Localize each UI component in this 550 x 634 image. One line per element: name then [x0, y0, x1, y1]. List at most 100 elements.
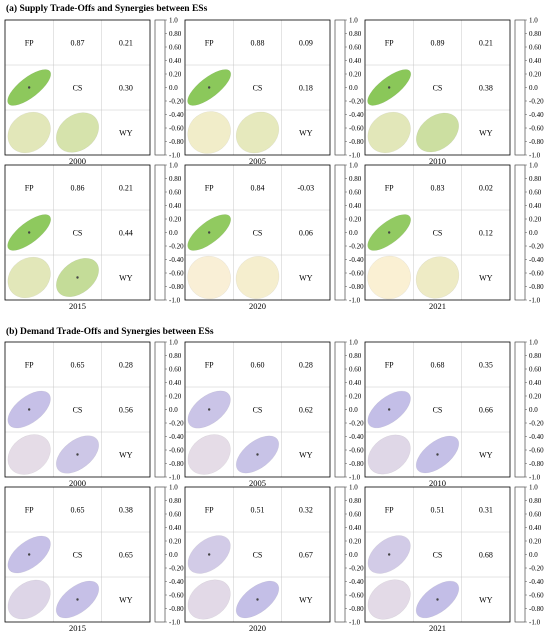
colorbar-tick-label: 0.20	[349, 538, 362, 546]
correlation-value-fp_cs: 0.84	[251, 184, 265, 193]
colorbar-tick-label: 0.40	[529, 379, 542, 387]
colorbar-tick-label: -1.0	[529, 152, 541, 160]
colorbar-tick-label: -0.80	[529, 283, 544, 291]
variable-label-wy: WY	[299, 129, 313, 138]
correlation-value-cs_wy: 0.12	[479, 229, 493, 238]
colorbar-tick-label: 0.40	[349, 524, 362, 532]
colorbar-frame	[154, 341, 166, 478]
colorbar-tick-label: -0.60	[529, 270, 544, 278]
colorbar-tick-label: 0.60	[349, 366, 362, 374]
variable-label-fp: FP	[205, 361, 214, 370]
colorbar-tick-label: 0.60	[529, 511, 542, 519]
colorbar-tick-label: 0.20	[169, 216, 182, 224]
correlation-value-fp_wy: 0.28	[299, 361, 313, 370]
colorbar	[154, 164, 166, 301]
panel-border	[364, 164, 511, 301]
correlation-value-fp_wy: 0.21	[119, 184, 133, 193]
significance-dot	[207, 408, 211, 411]
variable-label-cs: CS	[433, 229, 443, 238]
colorbar-tick-label: -0.20	[349, 420, 364, 428]
colorbar-tick-label: 1.0	[529, 162, 538, 170]
variable-label-fp: FP	[385, 39, 394, 48]
correlation-value-fp_wy: 0.02	[479, 184, 493, 193]
correlation-value-fp_wy: 0.28	[119, 361, 133, 370]
colorbar-tick-label: 0.20	[529, 538, 542, 546]
colorbar-tick-label: -0.40	[349, 256, 364, 264]
correlation-value-fp_cs: 0.86	[71, 184, 85, 193]
colorbar-tick-label: -1.0	[529, 619, 541, 627]
colorbar-tick-label: 1.0	[169, 17, 178, 25]
variable-label-cs: CS	[433, 406, 443, 415]
colorbar-tick-label: -0.80	[349, 138, 364, 146]
variable-label-fp: FP	[25, 361, 34, 370]
colorbar-tick-label: -1.0	[169, 474, 181, 482]
colorbar	[154, 19, 166, 156]
colorbar	[514, 164, 526, 301]
colorbar-tick-label: -0.60	[349, 592, 364, 600]
correlation-value-cs_wy: 0.06	[299, 229, 313, 238]
colorbar-tick-label: -0.20	[169, 98, 184, 106]
variable-label-wy: WY	[119, 274, 133, 283]
colorbar-tick-label: 1.0	[529, 339, 538, 347]
colorbar-tick-label: -0.40	[529, 111, 544, 119]
correlation-ellipse-cs_wy	[415, 256, 460, 299]
colorbar	[514, 19, 526, 156]
correlation-value-cs_wy: 0.38	[479, 84, 493, 93]
correlation-value-fp_wy: 0.21	[479, 39, 493, 48]
matrix-panel-supply-2005: FP CS WY 0.88 0.09 0.18 2005 1.0 0.80 0.60 0.40 0.2…	[184, 17, 364, 166]
colorbar-tick-label: -0.40	[169, 256, 184, 264]
correlation-value-fp_cs: 0.51	[251, 506, 265, 515]
colorbar-tick-label: 0.80	[169, 497, 182, 505]
colorbar-tick-label: -1.0	[349, 474, 361, 482]
colorbar-frame	[154, 164, 166, 301]
correlation-value-fp_cs: 0.51	[431, 506, 445, 515]
variable-label-fp: FP	[385, 184, 394, 193]
colorbar-tick-label: -1.0	[349, 297, 361, 305]
correlation-value-cs_wy: 0.66	[479, 406, 493, 415]
variable-label-cs: CS	[73, 551, 83, 560]
panel-year-label: 2021	[429, 623, 446, 633]
colorbar-tick-label: -0.20	[529, 98, 544, 106]
colorbar-frame	[334, 19, 346, 156]
significance-dot	[207, 553, 211, 556]
colorbar-tick-label: 0.0	[169, 406, 178, 414]
colorbar	[514, 341, 526, 478]
matrix-panel-demand-2005: FP CS WY 0.60 0.28 0.62 2005 1.0 0.80 0.60 0.40 0.2…	[184, 339, 364, 488]
colorbar-tick-label: -0.60	[349, 125, 364, 133]
colorbar-tick-label: -0.80	[169, 460, 184, 468]
colorbar-frame	[154, 486, 166, 623]
variable-label-wy: WY	[299, 451, 313, 460]
correlation-value-cs_wy: 0.68	[479, 551, 493, 560]
colorbar-tick-label: 0.20	[169, 71, 182, 79]
colorbar-tick-label: -0.60	[169, 125, 184, 133]
correlation-ellipse-fp_wy	[7, 111, 51, 154]
colorbar-tick-label: -0.20	[349, 98, 364, 106]
colorbar-tick-label: 0.60	[529, 366, 542, 374]
colorbar-tick-label: 0.40	[349, 379, 362, 387]
correlation-value-cs_wy: 0.44	[119, 229, 133, 238]
colorbar-tick-label: -1.0	[169, 619, 181, 627]
correlation-ellipse-fp_wy	[7, 579, 51, 620]
variable-label-wy: WY	[479, 274, 493, 283]
colorbar-tick-label: -0.20	[169, 565, 184, 573]
colorbar-tick-label: 0.0	[169, 84, 178, 92]
colorbar-frame	[514, 19, 526, 156]
panel-border	[184, 486, 331, 623]
significance-dot	[76, 276, 79, 279]
correlation-ellipse-fp_wy	[367, 579, 411, 620]
correlation-value-cs_wy: 0.65	[119, 551, 133, 560]
correlation-value-fp_wy: 0.38	[119, 506, 133, 515]
colorbar-tick-label: -0.20	[349, 243, 364, 251]
panel-year-label: 2000	[69, 478, 86, 488]
panel-year-label: 2020	[249, 301, 266, 311]
colorbar-tick-label: 0.0	[529, 84, 538, 92]
panel-border	[364, 19, 511, 156]
colorbar-tick-label: 0.40	[169, 524, 182, 532]
colorbar-frame	[334, 341, 346, 478]
significance-dot	[27, 553, 31, 556]
colorbar	[154, 341, 166, 478]
correlation-ellipse-fp_wy	[7, 434, 51, 475]
colorbar-tick-label: -0.60	[169, 270, 184, 278]
variable-label-fp: FP	[385, 361, 394, 370]
colorbar-tick-label: -0.40	[169, 433, 184, 441]
